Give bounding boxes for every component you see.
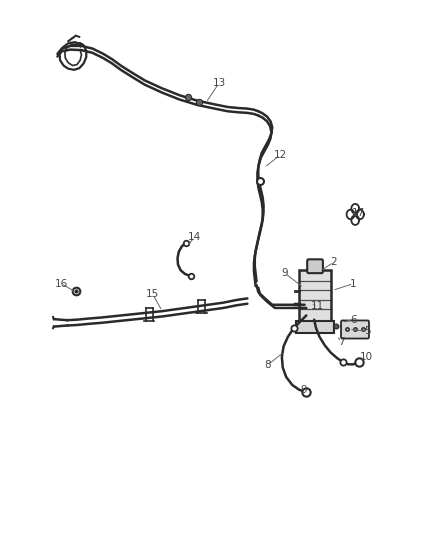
Text: 16: 16 [54,279,67,288]
FancyBboxPatch shape [341,320,369,338]
Text: 7: 7 [338,337,345,347]
Text: 12: 12 [273,150,287,160]
Text: 10: 10 [360,352,373,362]
Text: 9: 9 [281,268,288,278]
Text: 1: 1 [350,279,357,288]
Text: 2: 2 [330,257,337,267]
Text: 15: 15 [146,289,159,299]
Text: 6: 6 [350,314,357,325]
Text: 17: 17 [352,208,365,219]
Text: 9: 9 [300,385,307,395]
FancyBboxPatch shape [297,321,334,333]
FancyBboxPatch shape [307,260,323,273]
FancyBboxPatch shape [299,270,332,321]
Text: 11: 11 [311,301,324,311]
Text: 13: 13 [212,78,226,88]
Text: 8: 8 [265,360,271,370]
Text: 14: 14 [188,232,201,242]
Text: 5: 5 [364,326,371,336]
